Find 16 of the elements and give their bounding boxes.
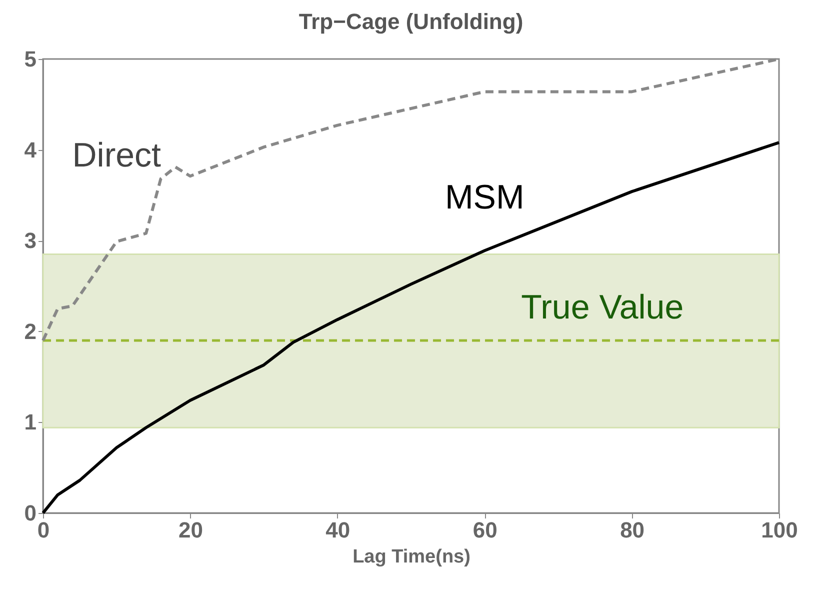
chart-title: Trp−Cage (Unfolding) <box>298 9 524 34</box>
y-tick-label: 5 <box>24 46 36 72</box>
y-tick-label: 3 <box>24 228 36 254</box>
y-tick-label: 0 <box>24 500 36 526</box>
series-label: MSM <box>444 178 524 217</box>
x-tick-label: 100 <box>761 518 798 542</box>
x-tick-label: 40 <box>326 518 350 542</box>
ref-line-label: True Value <box>521 288 684 326</box>
y-tick-label: 4 <box>24 137 38 162</box>
series-label: Direct <box>72 136 162 175</box>
x-axis-title: Lag Time(ns) <box>352 546 470 568</box>
x-tick-label: 60 <box>472 518 498 542</box>
x-tick-label: 80 <box>620 518 645 542</box>
y-tick-label: 1 <box>24 410 36 435</box>
y-tick-label: 2 <box>24 318 36 344</box>
x-tick-label: 20 <box>178 518 203 542</box>
